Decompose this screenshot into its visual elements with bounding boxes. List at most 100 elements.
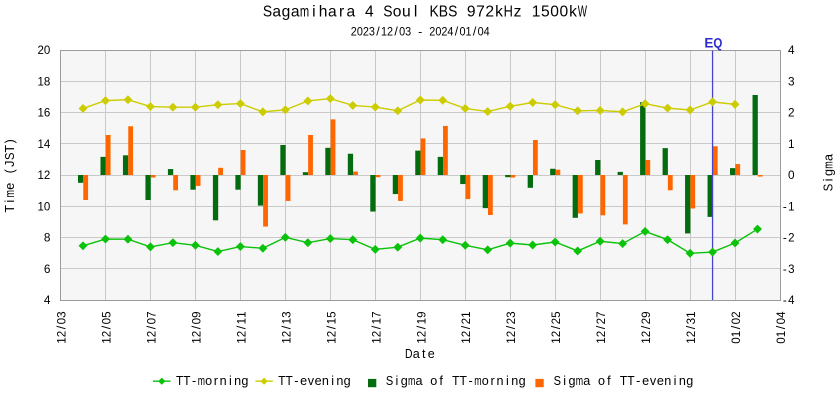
svg-text:2: 2 xyxy=(55,331,69,338)
svg-text:m: m xyxy=(3,190,17,198)
svg-text:0: 0 xyxy=(460,24,466,38)
svg-text:e: e xyxy=(428,347,435,361)
svg-text:1: 1 xyxy=(99,337,113,344)
svg-text:J: J xyxy=(3,161,17,167)
svg-text:(: ( xyxy=(3,168,17,173)
svg-text:S: S xyxy=(386,374,393,388)
svg-text:1: 1 xyxy=(459,337,473,344)
svg-text:3: 3 xyxy=(279,311,293,318)
svg-text:1: 1 xyxy=(324,318,338,325)
svg-text:4: 4 xyxy=(484,24,490,38)
svg-text:T: T xyxy=(278,374,286,388)
svg-text:W: W xyxy=(578,4,587,21)
svg-text:/: / xyxy=(99,325,113,329)
svg-text:o: o xyxy=(393,4,402,21)
svg-text:2: 2 xyxy=(38,43,44,57)
svg-text:2: 2 xyxy=(549,318,563,325)
svg-text:a: a xyxy=(413,347,420,361)
svg-text:/: / xyxy=(189,325,203,329)
svg-text:m: m xyxy=(474,374,481,388)
svg-text:0: 0 xyxy=(357,24,363,38)
svg-text:2: 2 xyxy=(504,318,518,325)
svg-text:1: 1 xyxy=(38,106,44,120)
svg-text:1: 1 xyxy=(279,337,293,344)
svg-text:/: / xyxy=(684,325,698,329)
svg-text:2: 2 xyxy=(324,331,338,338)
svg-text:1: 1 xyxy=(504,337,518,344)
svg-text:1: 1 xyxy=(684,337,698,344)
svg-text:/: / xyxy=(55,325,69,329)
svg-text:1: 1 xyxy=(414,318,428,325)
svg-text:g: g xyxy=(282,4,291,21)
svg-text:2: 2 xyxy=(351,24,357,38)
svg-text:2: 2 xyxy=(729,311,743,318)
svg-text:a: a xyxy=(583,374,590,388)
svg-text:1: 1 xyxy=(774,331,788,338)
svg-text:1: 1 xyxy=(381,24,387,38)
svg-text:1: 1 xyxy=(639,337,653,344)
svg-text:1: 1 xyxy=(234,318,248,325)
svg-text:/: / xyxy=(455,24,459,38)
svg-text:1: 1 xyxy=(189,337,203,344)
svg-text:5: 5 xyxy=(541,4,550,21)
svg-text:4: 4 xyxy=(788,43,795,57)
svg-text:3: 3 xyxy=(405,24,411,38)
svg-text:T: T xyxy=(452,374,460,388)
svg-text:/: / xyxy=(459,325,473,329)
svg-text:H: H xyxy=(504,4,513,21)
svg-text:1: 1 xyxy=(594,337,608,344)
svg-text:i: i xyxy=(331,374,334,388)
svg-text:r: r xyxy=(339,4,344,21)
svg-text:K: K xyxy=(430,4,440,21)
svg-text:g: g xyxy=(344,374,351,388)
svg-text:r: r xyxy=(491,374,495,388)
svg-text:o: o xyxy=(205,374,212,388)
svg-text:1: 1 xyxy=(788,137,795,151)
svg-text:S: S xyxy=(448,4,457,21)
svg-text:0: 0 xyxy=(559,4,568,21)
svg-text:8: 8 xyxy=(44,231,51,245)
svg-text:1: 1 xyxy=(144,337,158,344)
svg-text:0: 0 xyxy=(99,318,113,325)
svg-text:/: / xyxy=(414,325,428,329)
svg-text:k: k xyxy=(569,4,577,21)
svg-text:1: 1 xyxy=(729,331,743,338)
svg-text:T: T xyxy=(176,374,184,388)
svg-text:1: 1 xyxy=(788,199,794,213)
svg-text:n: n xyxy=(220,374,227,388)
svg-text:1: 1 xyxy=(532,4,541,21)
svg-text:m: m xyxy=(198,374,205,388)
svg-text:0: 0 xyxy=(550,4,559,21)
svg-text:1: 1 xyxy=(414,337,428,344)
svg-text:i: i xyxy=(563,374,566,388)
svg-text:S: S xyxy=(822,184,836,192)
svg-text:m: m xyxy=(822,161,836,169)
svg-text:a: a xyxy=(328,4,337,21)
svg-text:2: 2 xyxy=(429,24,435,38)
svg-text:1: 1 xyxy=(369,318,383,325)
svg-text:D: D xyxy=(405,347,413,361)
svg-text:m: m xyxy=(300,4,309,21)
svg-text:4: 4 xyxy=(365,4,374,21)
svg-text:/: / xyxy=(144,325,158,329)
svg-text:T: T xyxy=(460,374,468,388)
svg-text:4: 4 xyxy=(44,137,51,151)
svg-text:z: z xyxy=(514,4,522,21)
svg-text:T: T xyxy=(620,374,628,388)
svg-text:i: i xyxy=(229,374,232,388)
svg-text:-: - xyxy=(783,231,787,245)
svg-text:S: S xyxy=(263,4,272,21)
svg-text:0: 0 xyxy=(399,24,405,38)
svg-text:3: 3 xyxy=(788,74,795,88)
svg-text:g: g xyxy=(241,374,248,388)
svg-text:T: T xyxy=(3,205,17,213)
svg-text:T: T xyxy=(183,374,191,388)
svg-text:h: h xyxy=(319,4,328,21)
svg-text:2: 2 xyxy=(144,331,158,338)
svg-text:0: 0 xyxy=(788,168,795,182)
svg-text:2: 2 xyxy=(788,106,795,120)
svg-text:1: 1 xyxy=(234,337,248,344)
svg-text:/: / xyxy=(279,325,293,329)
svg-text:-: - xyxy=(294,374,298,388)
svg-text:5: 5 xyxy=(324,311,338,318)
